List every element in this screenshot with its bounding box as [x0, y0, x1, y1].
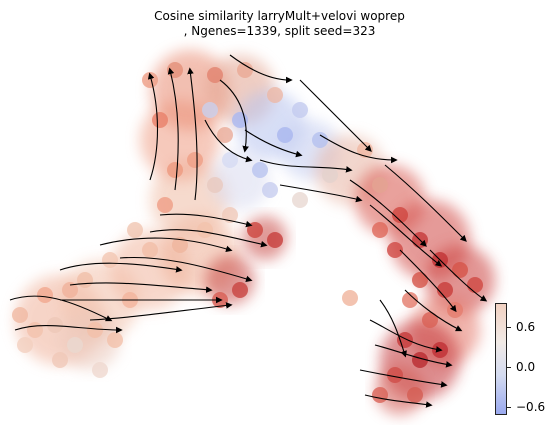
- cell-point: [277, 127, 293, 143]
- cell-point: [467, 277, 483, 293]
- cell-point: [202, 102, 218, 118]
- colorbar-tick-label: 0.6: [516, 320, 535, 334]
- cell-point: [167, 62, 183, 78]
- cell-point: [292, 102, 308, 118]
- colorbar-tick-label: −0.6: [516, 400, 545, 414]
- cell-point: [27, 322, 43, 338]
- cell-point: [267, 232, 283, 248]
- cell-point: [372, 222, 388, 238]
- cell-point: [52, 352, 68, 368]
- cell-point: [412, 272, 428, 288]
- cell-point: [387, 367, 403, 383]
- cell-point: [37, 287, 53, 303]
- cell-point: [232, 282, 248, 298]
- cell-point: [142, 242, 158, 258]
- colorbar: [495, 303, 507, 415]
- cell-point: [452, 262, 468, 278]
- colorbar-tickmark: [507, 327, 511, 328]
- cell-point: [47, 317, 63, 333]
- cell-point: [17, 337, 33, 353]
- cell-point: [107, 332, 123, 348]
- cell-point: [372, 177, 388, 193]
- cell-point: [67, 337, 83, 353]
- cell-point: [87, 322, 103, 338]
- cell-point: [77, 272, 93, 288]
- cell-point: [342, 290, 358, 306]
- cell-point: [322, 167, 338, 183]
- cell-point: [312, 132, 328, 148]
- cell-point: [372, 387, 388, 403]
- cell-point: [437, 282, 453, 298]
- cell-point: [252, 162, 268, 178]
- cell-point: [267, 87, 283, 103]
- cell-point: [152, 112, 168, 128]
- colorbar-tick-label: 0.0: [516, 360, 535, 374]
- cell-point: [102, 252, 118, 268]
- cell-point: [237, 62, 253, 78]
- cell-point: [187, 152, 203, 168]
- cell-point: [12, 307, 28, 323]
- cell-point: [262, 182, 278, 198]
- cell-point: [142, 72, 158, 88]
- cell-point: [217, 127, 233, 143]
- cell-point: [197, 222, 213, 238]
- cell-point: [92, 362, 108, 378]
- cell-point: [207, 177, 223, 193]
- colorbar-tickmark: [507, 367, 511, 368]
- cell-point: [397, 332, 413, 348]
- cell-point: [422, 312, 438, 328]
- cell-point: [127, 222, 143, 238]
- cell-point: [157, 197, 173, 213]
- cell-point: [167, 162, 183, 178]
- colorbar-tickmark: [507, 407, 511, 408]
- cell-point: [407, 387, 423, 403]
- cell-point: [292, 192, 308, 208]
